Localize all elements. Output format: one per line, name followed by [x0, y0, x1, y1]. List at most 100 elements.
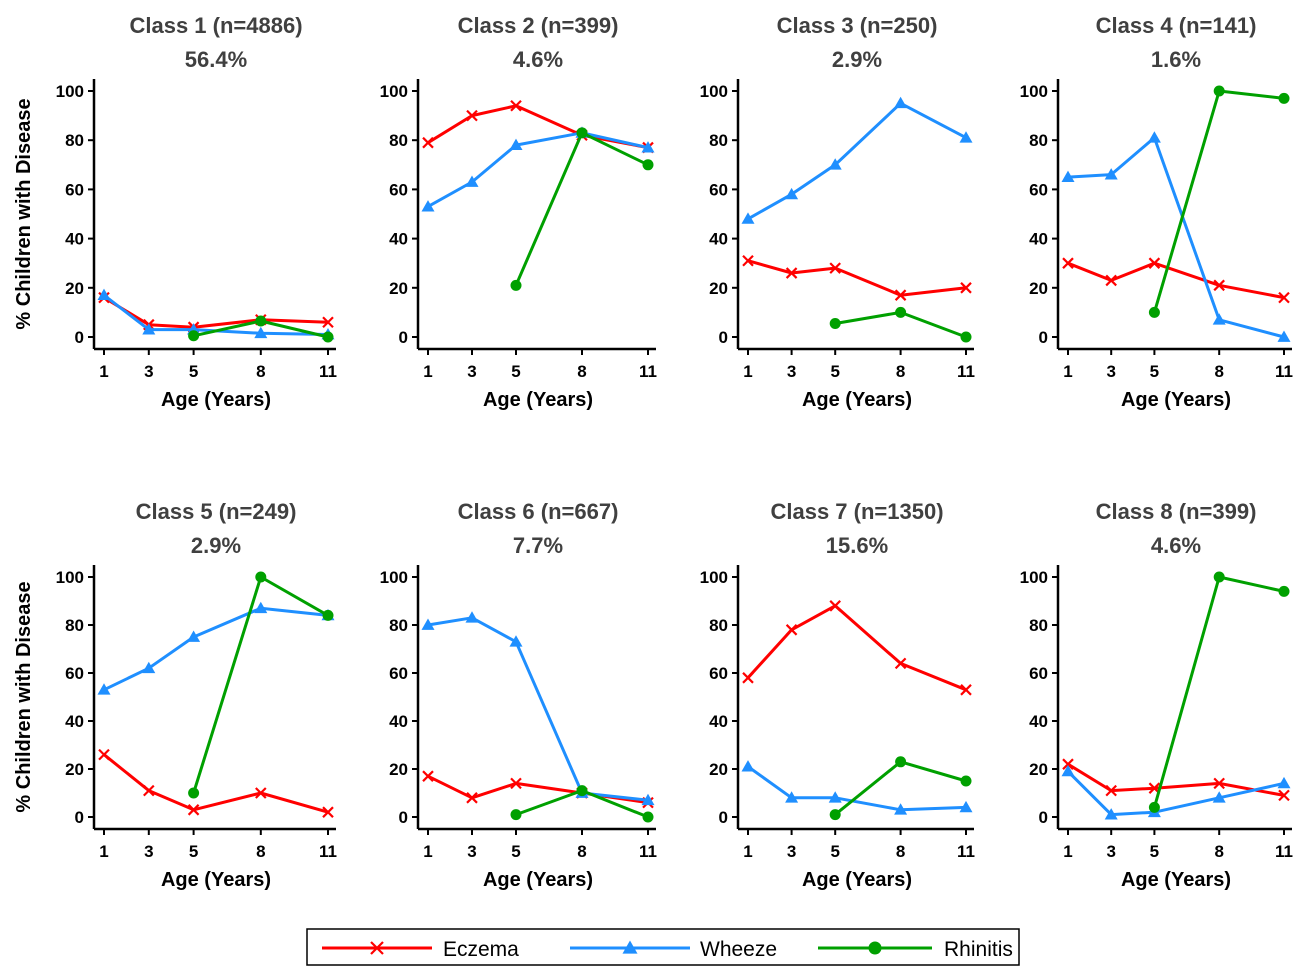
y-tick-label: 60 — [389, 180, 408, 199]
panel-class-4: Class 4 (n=141) 1.6% 0 20 40 60 80 100 1 3 5 8 11 Age… — [1020, 13, 1293, 411]
x-axis-label: Age (Years) — [483, 869, 593, 891]
wheeze-point — [421, 618, 435, 630]
wheeze-point — [641, 793, 655, 806]
x-axis-label: Age (Years) — [161, 869, 271, 891]
y-tick-label: 80 — [65, 616, 84, 635]
rhinitis-point — [576, 127, 588, 139]
y-tick-label: 80 — [1029, 131, 1048, 150]
panel-percent: 2.9% — [191, 533, 241, 558]
panel-class-1: Class 1 (n=4886) 56.4% 0 20 40 60 80 100 1 3 5 8 11 A… — [13, 13, 337, 411]
eczema-point — [187, 804, 200, 816]
y-tick-label: 60 — [1029, 664, 1048, 683]
series-eczema — [98, 291, 334, 333]
wheeze-point — [959, 131, 973, 143]
eczema-point — [1062, 257, 1074, 269]
panel-percent: 4.6% — [1151, 533, 1201, 558]
eczema-point — [322, 316, 334, 329]
series-rhinitis — [829, 756, 972, 821]
y-tick-label: 20 — [389, 279, 408, 298]
x-tick-label: 3 — [467, 842, 476, 861]
y-tick-label: 100 — [700, 568, 728, 587]
x-tick-label: 11 — [1275, 842, 1293, 861]
series-eczema — [742, 600, 972, 696]
y-tick-label: 80 — [709, 131, 728, 150]
series-line-rhinitis — [1152, 575, 1285, 808]
y-tick-label: 80 — [65, 131, 84, 150]
eczema-point — [143, 784, 155, 797]
panel-title: Class 1 (n=4886) — [129, 13, 302, 38]
rhinitis-point — [188, 330, 200, 342]
wheeze-point — [785, 791, 799, 803]
series-line-eczema — [427, 774, 649, 805]
eczema-point — [894, 289, 907, 301]
rhinitis-point — [895, 306, 907, 318]
eczema-point — [255, 787, 267, 799]
series-wheeze — [421, 611, 655, 806]
y-tick-label: 40 — [709, 712, 728, 731]
x-tick-label: 11 — [319, 842, 337, 861]
eczema-point — [1062, 758, 1074, 770]
y-tick-label: 0 — [75, 328, 84, 347]
eczema-point — [894, 657, 907, 670]
x-tick-label: 1 — [423, 842, 432, 861]
panel-title: Class 8 (n=399) — [1096, 499, 1257, 524]
y-tick-label: 100 — [380, 568, 408, 587]
wheeze-point — [894, 96, 908, 109]
eczema-point — [422, 770, 434, 782]
eczema-point — [1278, 789, 1290, 802]
y-tick-label: 20 — [1029, 760, 1048, 779]
x-tick-label: 3 — [1106, 362, 1115, 381]
series-wheeze — [1061, 131, 1291, 342]
y-tick-label: 0 — [1039, 808, 1048, 827]
rhinitis-point — [960, 331, 972, 343]
series-rhinitis — [1148, 571, 1290, 813]
y-tick-label: 20 — [65, 760, 84, 779]
x-axis-label: Age (Years) — [1121, 869, 1231, 891]
x-tick-label: 3 — [787, 842, 796, 861]
rhinitis-point — [829, 317, 841, 329]
y-tick-label: 20 — [65, 279, 84, 298]
series-rhinitis — [829, 306, 972, 343]
panel-class-5: Class 5 (n=249) 2.9% 0 20 40 60 80 100 1 3 5 8 11 Age… — [13, 499, 337, 891]
x-tick-label: 8 — [896, 842, 905, 861]
panel-title: Class 5 (n=249) — [136, 499, 297, 524]
y-tick-label: 80 — [389, 616, 408, 635]
panel-class-7: Class 7 (n=1350) 15.6% 0 20 40 60 80 100 1 3 5 8 11 A… — [700, 499, 975, 891]
x-tick-label: 8 — [1214, 842, 1223, 861]
panel-title: Class 7 (n=1350) — [770, 499, 943, 524]
y-tick-label: 40 — [1029, 712, 1048, 731]
rhinitis-point — [642, 811, 654, 823]
x-axis-label: Age (Years) — [483, 389, 593, 411]
rhinitis-point — [895, 756, 907, 768]
x-tick-label: 11 — [639, 362, 657, 381]
y-tick-label: 100 — [1020, 568, 1048, 587]
y-tick-label: 0 — [75, 808, 84, 827]
y-tick-label: 0 — [1039, 328, 1048, 347]
panel-percent: 15.6% — [826, 533, 888, 558]
series-eczema — [742, 254, 972, 301]
x-tick-label: 8 — [256, 362, 265, 381]
wheeze-point — [785, 187, 799, 200]
series-line-rhinitis — [1152, 89, 1285, 313]
wheeze-point — [509, 635, 523, 647]
x-tick-label: 1 — [743, 842, 752, 861]
x-tick-label: 3 — [1106, 842, 1115, 861]
wheeze-point — [741, 760, 755, 772]
eczema-point — [785, 624, 798, 636]
legend-marker — [622, 940, 638, 954]
rhinitis-point — [510, 809, 522, 821]
series-eczema — [98, 748, 334, 818]
x-tick-label: 5 — [830, 842, 839, 861]
series-rhinitis — [188, 571, 334, 799]
wheeze-point — [1061, 170, 1075, 182]
legend-item-rhinitis: Rhinitis — [818, 938, 1013, 961]
wheeze-point — [142, 661, 156, 674]
y-tick-label: 100 — [700, 82, 728, 101]
wheeze-point — [959, 800, 973, 813]
eczema-point — [829, 262, 841, 274]
y-tick-label: 60 — [65, 664, 84, 683]
panel-class-2: Class 2 (n=399) 4.6% 0 20 40 60 80 100 1 3 5 8 11 Age… — [380, 13, 657, 411]
wheeze-point — [509, 138, 523, 150]
x-tick-label: 11 — [319, 362, 337, 381]
legend-marker — [370, 941, 384, 955]
